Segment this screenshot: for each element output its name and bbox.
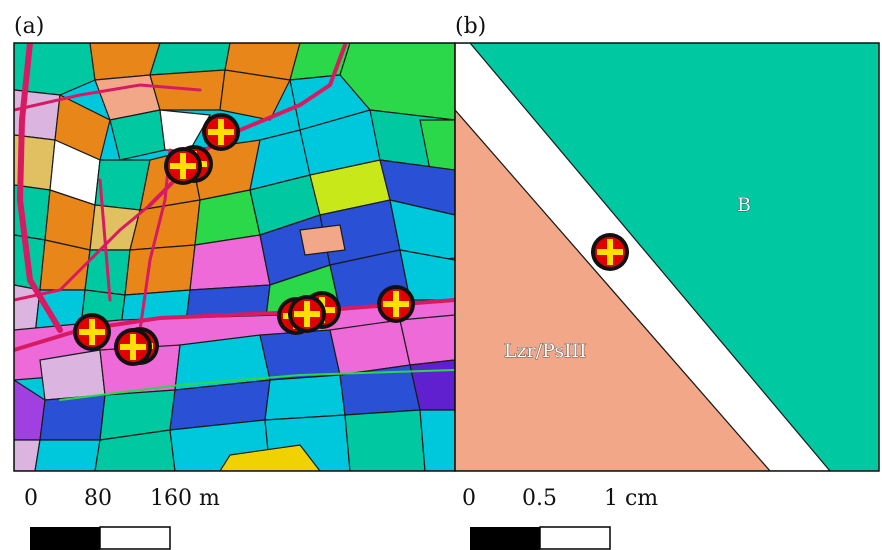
scale-a-tick-2: 160 m: [150, 486, 220, 511]
scale-b-tick-1: 0.5: [522, 486, 557, 511]
scale-a-tick-0: 0: [24, 486, 38, 511]
scale-bar-b: [470, 526, 611, 550]
fire-marker: [288, 295, 326, 333]
fire-marker: [73, 313, 111, 351]
fire-marker: [114, 328, 152, 366]
fire-marker: [202, 113, 240, 151]
fire-marker: [164, 147, 202, 185]
scale-bar-a: [30, 526, 171, 550]
map-panel-b: [455, 43, 879, 471]
panel-b-label: (b): [455, 14, 487, 39]
map-panel-a: [14, 43, 455, 471]
zone-label-lzr: Lzr/PsIII: [504, 340, 587, 362]
scale-b-tick-0: 0: [462, 486, 476, 511]
panel-a-label: (a): [14, 14, 45, 39]
fire-marker: [591, 233, 629, 271]
scale-b-tick-2: 1 cm: [604, 486, 659, 511]
scale-a-tick-1: 80: [84, 486, 112, 511]
zone-label-b: B: [737, 194, 751, 216]
fire-marker: [377, 285, 415, 323]
